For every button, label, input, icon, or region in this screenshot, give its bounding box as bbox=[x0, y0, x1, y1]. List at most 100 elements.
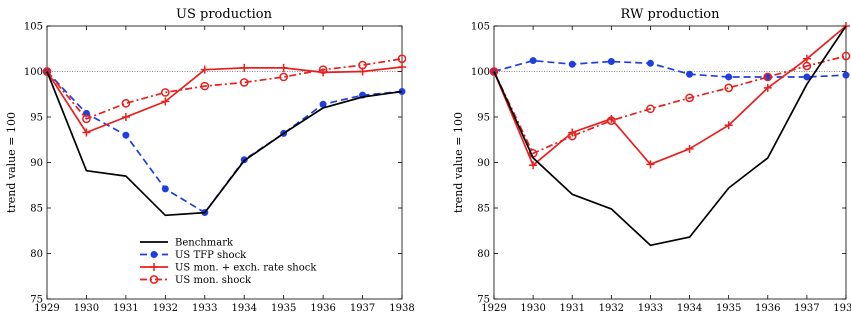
data-point bbox=[160, 88, 170, 97]
legend-label: US mon. + exch. rate shock bbox=[175, 263, 317, 274]
data-point bbox=[121, 99, 131, 108]
data-point bbox=[568, 128, 577, 137]
y-axis-label: trend value = 100 bbox=[5, 112, 18, 213]
data-point bbox=[607, 57, 615, 65]
data-point bbox=[150, 251, 158, 258]
data-point bbox=[319, 68, 328, 77]
y-tick-label: 95 bbox=[477, 113, 490, 124]
x-tick-label: 1931 bbox=[113, 303, 138, 314]
series-us-tfp-shock bbox=[490, 57, 850, 81]
data-point bbox=[763, 72, 773, 82]
x-tick-label: 1932 bbox=[153, 303, 178, 314]
data-point bbox=[646, 59, 654, 67]
y-tick-label: 85 bbox=[30, 204, 43, 215]
chart-title: US production bbox=[176, 7, 273, 22]
rw-production-panel: RW production trend value = 100 75 80 85 90 95… bbox=[452, 7, 851, 314]
data-point bbox=[724, 83, 734, 93]
data-point bbox=[200, 65, 209, 74]
data-point bbox=[398, 62, 406, 71]
data-point bbox=[763, 83, 772, 92]
data-point bbox=[568, 60, 576, 68]
series-us-tfp-shock bbox=[43, 68, 406, 217]
x-tick-label: 1931 bbox=[559, 303, 584, 314]
data-point bbox=[803, 73, 811, 81]
series-us-mon-shock bbox=[42, 54, 407, 124]
data-point bbox=[646, 160, 655, 169]
data-point bbox=[841, 51, 851, 61]
chart-title: RW production bbox=[621, 7, 721, 22]
series-line bbox=[46, 57, 403, 120]
data-point bbox=[149, 275, 159, 284]
x-tick-label: 1934 bbox=[231, 303, 256, 314]
series-benchmark bbox=[46, 71, 403, 217]
series-line bbox=[46, 66, 403, 134]
data-point bbox=[397, 54, 407, 64]
data-point bbox=[724, 121, 733, 130]
data-point bbox=[82, 128, 91, 137]
x-tick-label: 1937 bbox=[350, 303, 375, 314]
x-tick-label: 1933 bbox=[638, 303, 663, 314]
data-point bbox=[82, 114, 91, 124]
y-tick-label: 80 bbox=[30, 249, 43, 260]
x-tick-label: 1938 bbox=[389, 303, 414, 314]
data-point bbox=[121, 113, 130, 121]
data-point bbox=[279, 63, 288, 72]
data-point bbox=[319, 100, 327, 108]
data-point bbox=[161, 185, 169, 193]
data-point bbox=[279, 72, 289, 82]
y-tick-label: 105 bbox=[24, 22, 43, 33]
x-tick-label: 1936 bbox=[310, 303, 335, 314]
y-tick-label: 100 bbox=[471, 67, 490, 78]
data-point bbox=[239, 78, 249, 87]
series-line bbox=[46, 70, 403, 214]
data-point bbox=[358, 67, 367, 76]
data-point bbox=[529, 57, 537, 65]
series-us-mon-exch-rate-shock bbox=[43, 62, 406, 137]
us-production-panel: US production trend value = 100 75 80 85 90 95… bbox=[5, 7, 415, 314]
data-point bbox=[607, 114, 616, 123]
y-tick-label: 75 bbox=[477, 295, 490, 306]
series-us-mon-exch-rate-shock bbox=[490, 22, 850, 170]
x-tick-label: 1935 bbox=[716, 303, 741, 314]
series-line bbox=[493, 59, 847, 78]
x-tick-label: 1935 bbox=[271, 303, 296, 314]
series-benchmark bbox=[493, 25, 847, 247]
x-tick-label: 1938 bbox=[833, 303, 851, 314]
y-tick-label: 90 bbox=[30, 158, 43, 169]
data-point bbox=[200, 81, 210, 91]
series-line bbox=[493, 25, 847, 247]
legend-label: Benchmark bbox=[175, 238, 234, 249]
x-tick-label: 1929 bbox=[34, 303, 59, 314]
x-tick-label: 1937 bbox=[794, 303, 819, 314]
data-point bbox=[240, 63, 249, 72]
y-tick-label: 75 bbox=[30, 295, 43, 306]
y-tick-label: 95 bbox=[30, 113, 43, 124]
x-tick-label: 1932 bbox=[599, 303, 624, 314]
legend-label: US mon. shock bbox=[175, 275, 252, 286]
y-tick-label: 80 bbox=[477, 249, 490, 260]
axes-box bbox=[493, 25, 847, 300]
data-point bbox=[842, 71, 850, 79]
x-tick-label: 1933 bbox=[192, 303, 217, 314]
x-tick-label: 1936 bbox=[755, 303, 780, 314]
x-tick-label: 1930 bbox=[74, 303, 99, 314]
data-point bbox=[725, 73, 733, 81]
y-tick-label: 105 bbox=[471, 22, 490, 33]
y-tick-label: 90 bbox=[477, 158, 490, 169]
data-point bbox=[122, 131, 130, 139]
y-tick-label: 85 bbox=[477, 204, 490, 215]
data-point bbox=[529, 161, 538, 170]
x-tick-label: 1929 bbox=[481, 303, 506, 314]
data-point bbox=[685, 93, 694, 103]
data-point bbox=[161, 97, 170, 106]
y-axis-label: trend value = 100 bbox=[452, 112, 465, 213]
x-tick-label: 1934 bbox=[677, 303, 702, 314]
series-line bbox=[493, 25, 847, 167]
series-line bbox=[46, 71, 403, 217]
legend-label: US TFP shock bbox=[175, 250, 247, 261]
x-tick-label: 1930 bbox=[520, 303, 545, 314]
y-tick-label: 100 bbox=[24, 67, 43, 78]
data-point bbox=[150, 263, 158, 271]
